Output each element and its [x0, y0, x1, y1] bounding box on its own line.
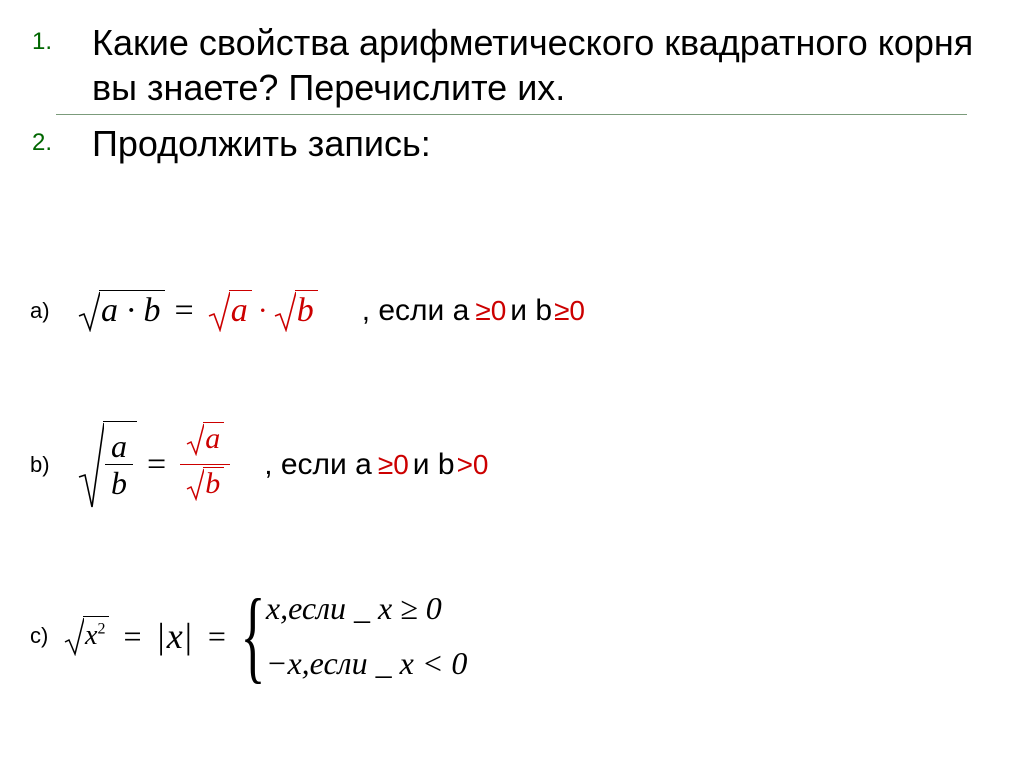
piecewise-case: −x,если _ x < 0	[266, 645, 468, 682]
sqrt-x-squared: x2	[64, 616, 109, 656]
list-text: Какие свойства арифметического квадратно…	[92, 18, 995, 110]
fraction: a b	[105, 428, 133, 501]
equals-sign: =	[194, 618, 240, 655]
piecewise: x,если _ x ≥ 0 −x,если _ x < 0	[266, 590, 468, 682]
fraction-red: a b	[180, 420, 230, 509]
condition-a: ≥0	[469, 295, 510, 327]
equals-sign: =	[137, 446, 180, 484]
condition-text: , если a	[264, 448, 372, 482]
row-label: b)	[30, 452, 78, 478]
sqrt-ab: a · b	[78, 290, 165, 332]
condition-text: и b	[413, 448, 455, 482]
math-var: a	[231, 292, 248, 330]
condition-a: ≥0	[372, 449, 413, 481]
condition-text: и b	[510, 294, 552, 328]
equation-row-c: c) x2 = |x| = { x,если _ x ≥ 0 −x,е	[30, 590, 467, 682]
condition-text: , если a	[362, 294, 470, 328]
denominator: b	[105, 465, 133, 501]
condition-b: ≥0	[552, 295, 585, 327]
piecewise-case: x,если _ x ≥ 0	[266, 590, 468, 627]
abs-x: |x|	[155, 615, 193, 657]
sqrt-a-red: a	[208, 290, 252, 332]
numerator: a	[105, 428, 133, 464]
sqrt-b-red: b	[274, 290, 318, 332]
divider	[56, 114, 967, 115]
slide: 1. Какие свойства арифметического квадра…	[0, 0, 1023, 765]
math-var: x2	[85, 620, 105, 652]
list-marker: 1.	[28, 18, 92, 56]
condition-b: >0	[455, 449, 489, 481]
equals-sign: =	[165, 292, 208, 330]
list-text: Продолжить запись:	[92, 119, 431, 166]
brace-icon: {	[240, 600, 265, 673]
list-marker: 2.	[28, 119, 92, 157]
list-item: 1. Какие свойства арифметического квадра…	[28, 18, 995, 110]
math-var: a	[205, 424, 220, 454]
denominator: b	[180, 465, 230, 509]
list-item: 2. Продолжить запись:	[28, 119, 995, 166]
equals-sign: =	[109, 618, 155, 655]
math-var: b	[297, 292, 314, 330]
row-label: c)	[30, 623, 64, 649]
dot-operator: ·	[252, 294, 274, 328]
equation-row-b: b) a b =	[30, 420, 489, 509]
equation-row-a: a) a · b = a · b	[30, 290, 585, 332]
numerator: a	[180, 420, 230, 464]
numbered-list: 1. Какие свойства арифметического квадра…	[0, 0, 1023, 166]
sqrt-a-over-b: a b	[78, 421, 137, 509]
math-var: b	[205, 469, 220, 499]
math-var: a · b	[101, 292, 161, 330]
row-label: a)	[30, 298, 78, 324]
